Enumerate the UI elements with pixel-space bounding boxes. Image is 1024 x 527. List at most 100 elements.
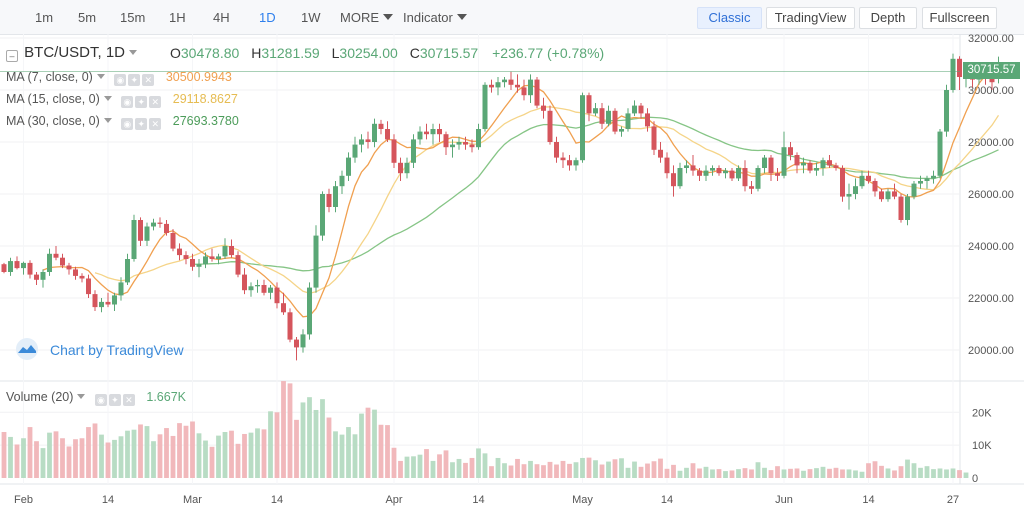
eye-icon[interactable]: ◉ — [94, 394, 107, 406]
candle-body — [885, 191, 891, 200]
gear-icon[interactable]: ✦ — [135, 96, 148, 108]
ma30-line — [192, 116, 999, 272]
volume-bar — [820, 466, 826, 478]
candle-body — [203, 256, 208, 265]
volume-bar — [723, 471, 728, 478]
volume-bar — [885, 468, 891, 478]
chevron-down-icon[interactable] — [96, 74, 105, 79]
classic-button[interactable]: Classic — [697, 7, 762, 29]
candle-body — [482, 84, 488, 129]
ohlc-row: O30478.80 H31281.59 L30254.00 C30715.57 … — [170, 45, 604, 61]
volume-bar — [326, 417, 332, 478]
candle-body — [209, 256, 215, 259]
close-icon[interactable]: ✕ — [149, 96, 162, 108]
timeframe-1w[interactable]: 1W — [301, 10, 321, 25]
volume-bar — [229, 430, 234, 478]
volume-bar — [469, 457, 475, 478]
fullscreen-button[interactable]: Fullscreen — [922, 7, 997, 29]
chevron-down-icon[interactable] — [77, 394, 86, 399]
candle-body — [151, 222, 156, 227]
volume-bar — [671, 464, 676, 478]
candle-body — [612, 110, 618, 132]
candle-body — [892, 191, 897, 197]
gear-icon[interactable]: ✦ — [108, 394, 121, 406]
volume-bar — [859, 471, 865, 478]
depth-button[interactable]: Depth — [859, 7, 917, 29]
open-value: 30478.80 — [180, 45, 240, 61]
timeframe-1h[interactable]: 1H — [169, 10, 186, 25]
volume-bar — [612, 459, 618, 478]
candle-body — [521, 87, 527, 96]
candle-body — [86, 278, 91, 295]
price-tick-label: 24000.00 — [968, 241, 1014, 253]
candle-body — [398, 162, 403, 174]
candle-body — [27, 262, 33, 275]
volume-bar — [846, 469, 852, 478]
timeframe-5m[interactable]: 5m — [78, 10, 97, 25]
candle-body — [593, 108, 598, 114]
change-value: +236.77 (+0.78%) — [492, 45, 605, 61]
gear-icon[interactable]: ✦ — [128, 74, 141, 86]
price-chart[interactable]: 32000.00 30000.00 28000.00 26000.00 24000.00… — [0, 33, 1024, 522]
tradingview-watermark[interactable]: Chart by TradingView — [12, 338, 184, 360]
eye-icon[interactable]: ◉ — [121, 118, 134, 130]
volume-bar — [450, 462, 455, 478]
volume-bar — [131, 429, 137, 478]
volume-bar — [391, 447, 397, 478]
volume-label: Volume (20) — [6, 390, 74, 404]
candle-body — [281, 303, 286, 313]
candle-body — [710, 168, 715, 171]
gear-icon[interactable]: ✦ — [135, 118, 148, 130]
candle-body — [255, 285, 260, 287]
candle-body — [333, 186, 338, 207]
candle-body — [66, 265, 72, 270]
candle-body — [8, 261, 13, 272]
candle-body — [547, 110, 553, 142]
volume-bar — [14, 444, 20, 478]
timeframe-1m[interactable]: 1m — [35, 10, 54, 25]
chart-area[interactable]: 32000.00 30000.00 28000.00 26000.00 24000.00… — [0, 33, 1024, 522]
chevron-down-icon[interactable] — [129, 50, 138, 55]
time-tick-label: Mar — [183, 494, 202, 506]
volume-bar — [898, 466, 904, 478]
candle-body — [840, 168, 845, 197]
volume-bar — [300, 402, 306, 478]
candle-body — [294, 339, 299, 348]
close-icon[interactable]: ✕ — [149, 118, 162, 130]
candle-body — [144, 226, 150, 241]
volume-bar — [196, 433, 202, 478]
volume-bar — [521, 464, 527, 478]
indicator-dropdown[interactable]: Indicator — [403, 10, 467, 25]
time-tick-label: 14 — [472, 494, 484, 506]
timeframe-4h[interactable]: 4H — [213, 10, 230, 25]
candle-body — [73, 269, 78, 276]
volume-bar — [528, 460, 533, 478]
volume-bar — [879, 465, 884, 478]
more-dropdown[interactable]: MORE — [340, 10, 393, 25]
volume-bar — [508, 465, 514, 478]
volume-bar — [294, 419, 299, 478]
volume-bar — [606, 461, 611, 478]
timeframe-1d[interactable]: 1D — [259, 10, 276, 25]
volume-bar — [489, 466, 494, 478]
volume-bar — [638, 466, 644, 478]
candle-body — [417, 131, 423, 140]
close-icon[interactable]: ✕ — [122, 394, 135, 406]
chevron-down-icon[interactable] — [103, 96, 112, 101]
candle-body — [716, 168, 722, 174]
timeframe-15m[interactable]: 15m — [120, 10, 146, 25]
time-tick-label: 14 — [271, 494, 283, 506]
eye-icon[interactable]: ◉ — [121, 96, 134, 108]
candle-body — [196, 264, 202, 267]
candle-body — [235, 255, 241, 275]
tradingview-button[interactable]: TradingView — [766, 7, 855, 29]
volume-bar — [872, 461, 878, 478]
volume-bar — [333, 431, 338, 478]
chevron-down-icon[interactable] — [103, 118, 112, 123]
eye-icon[interactable]: ◉ — [114, 74, 127, 86]
collapse-legend-icon[interactable]: – — [6, 50, 18, 62]
candle-body — [697, 170, 702, 176]
candle-body — [443, 134, 449, 148]
volume-bar — [580, 457, 585, 478]
close-icon[interactable]: ✕ — [142, 74, 155, 86]
